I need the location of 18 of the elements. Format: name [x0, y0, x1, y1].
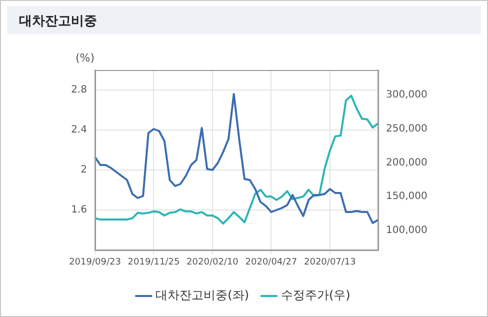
x-tick-label: 2019/11/25 — [128, 258, 180, 268]
legend-label: 수정주가(우) — [281, 288, 350, 302]
x-tick-label: 2020/07/13 — [304, 258, 356, 268]
x-tick-label: 2019/09/23 — [69, 258, 121, 268]
y2-tick-label: 300,000 — [386, 90, 428, 101]
y-tick-label: 1.6 — [71, 204, 87, 216]
y-tick-label: 2 — [80, 164, 87, 176]
x-tick-label: 2020/02/10 — [186, 258, 239, 268]
y2-tick-label: 250,000 — [386, 123, 428, 134]
y2-tick-label: 100,000 — [386, 224, 428, 236]
legend-label: 대차잔고비중(좌) — [156, 288, 250, 302]
chart-title: 대차잔고비중 — [19, 13, 97, 30]
y2-tick-label: 200,000 — [386, 157, 428, 168]
y2-tick-label: 150,000 — [386, 191, 428, 202]
y-tick-label: 2.4 — [71, 124, 87, 136]
y-tick-label: 2.8 — [71, 84, 87, 96]
y-axis-title: (%) — [75, 51, 95, 64]
x-tick-label: 2020/04/27 — [245, 258, 298, 268]
